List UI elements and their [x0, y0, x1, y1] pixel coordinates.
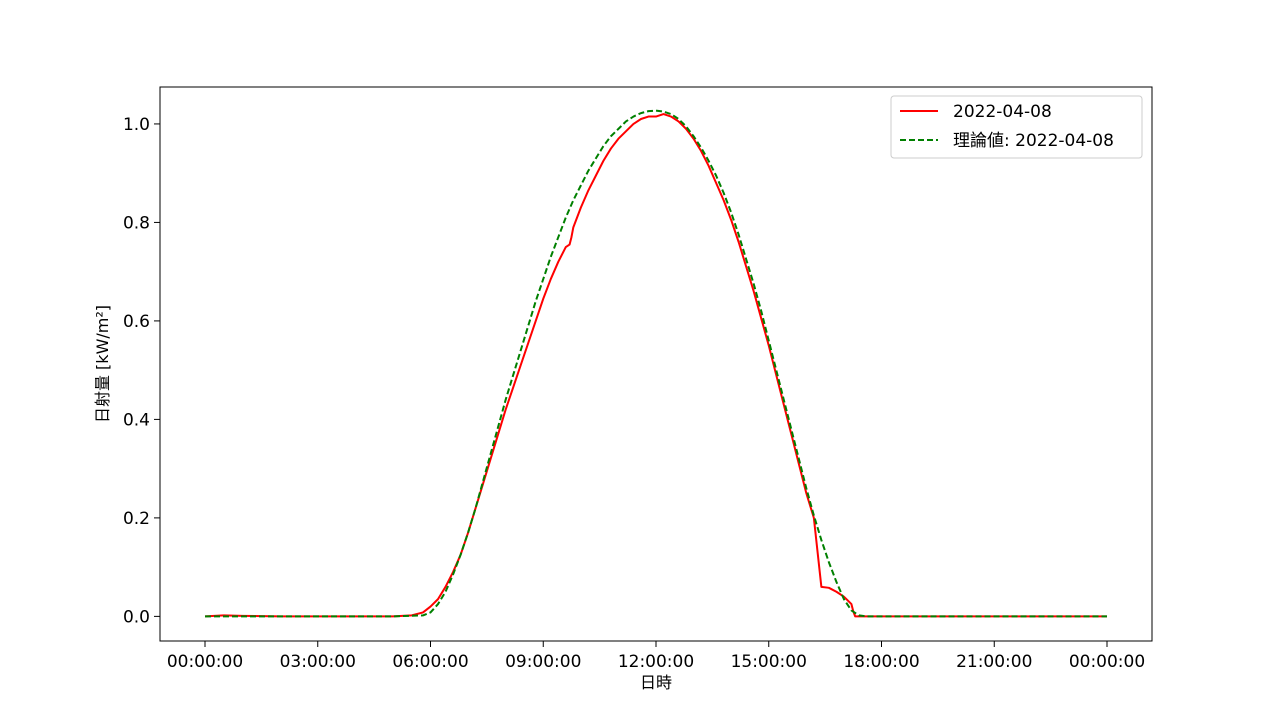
legend: 2022-04-08 理論値: 2022-04-08 — [890, 95, 1143, 159]
legend-box — [890, 95, 1143, 159]
x-tick-label: 15:00:00 — [731, 652, 807, 672]
y-tick-label: 0.0 — [123, 607, 150, 627]
y-tick-label: 0.6 — [123, 312, 150, 332]
legend-label-measured: 2022-04-08 — [953, 102, 1052, 122]
x-tick-label: 18:00:00 — [843, 652, 919, 672]
y-tick-label: 0.4 — [123, 410, 150, 430]
y-tick-label: 1.0 — [123, 115, 150, 135]
x-tick-label: 12:00:00 — [618, 652, 694, 672]
series-layer — [204, 109, 1107, 618]
x-axis-label: 日時 — [640, 673, 672, 692]
y-axis-label: 日射量 [kW/m²] — [93, 305, 112, 423]
x-tick-label: 00:00:00 — [167, 652, 243, 672]
y-axis: 0.0 0.2 0.4 0.6 0.8 1.0 — [123, 115, 160, 627]
x-tick-label: 03:00:00 — [280, 652, 356, 672]
x-axis: 00:00:00 03:00:00 06:00:00 09:00:00 12:00:00… — [167, 641, 1145, 672]
legend-label-theoretical: 理論値: 2022-04-08 — [953, 131, 1114, 151]
x-tick-label: 06:00:00 — [392, 652, 468, 672]
x-tick-label: 21:00:00 — [956, 652, 1032, 672]
y-tick-label: 0.8 — [123, 213, 150, 233]
x-tick-label: 09:00:00 — [505, 652, 581, 672]
x-tick-label: 00:00:00 — [1069, 652, 1145, 672]
series-line-theoretical — [205, 109, 1107, 618]
y-tick-label: 0.2 — [123, 509, 150, 529]
